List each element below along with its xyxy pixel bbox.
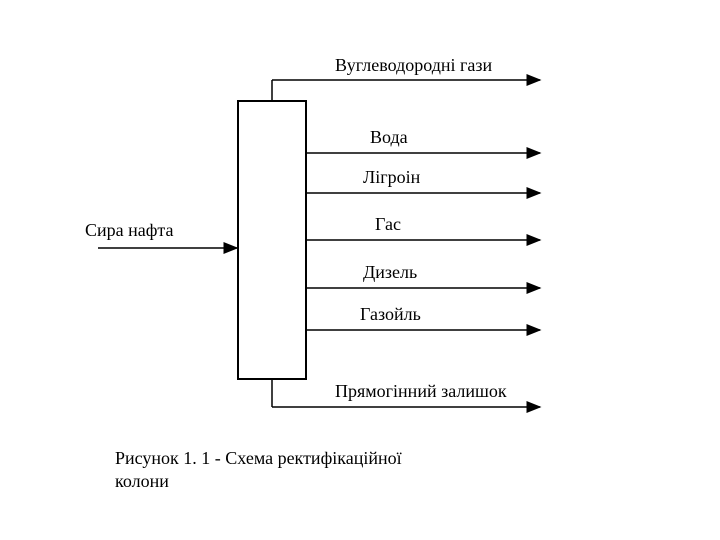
output-label-6: Прямогінний залишок <box>335 381 507 402</box>
input-label: Сира нафта <box>85 220 174 241</box>
output-label-5: Газойль <box>360 304 421 325</box>
output-label-3: Гас <box>375 214 401 235</box>
output-label-1: Вода <box>370 127 408 148</box>
rectification-column-diagram: Сира нафта Вуглеводородні гази Вода Лігроін… <box>0 0 720 540</box>
output-label-4: Дизель <box>363 262 417 283</box>
caption-line-2: колони <box>115 471 169 491</box>
caption-line-1: Рисунок 1. 1 - Схема ректифікаційної <box>115 448 402 468</box>
output-label-0: Вуглеводородні гази <box>335 55 492 76</box>
output-label-2: Лігроін <box>363 167 420 188</box>
distillation-column <box>237 100 307 380</box>
figure-caption: Рисунок 1. 1 - Схема ректифікаційної кол… <box>115 447 515 494</box>
